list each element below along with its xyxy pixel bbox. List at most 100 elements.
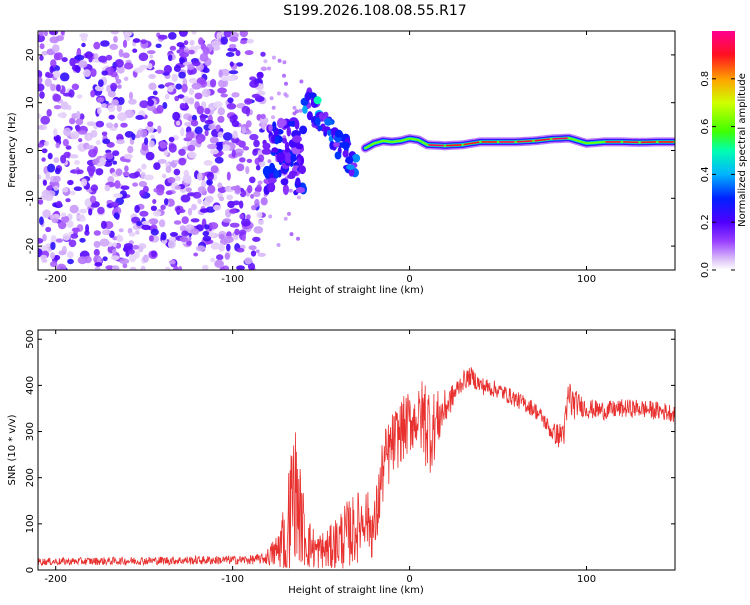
noise-blob (106, 55, 112, 61)
noise-blob (61, 216, 69, 223)
noise-blob (193, 192, 202, 199)
noise-blob (169, 137, 175, 142)
noise-blob (230, 223, 240, 228)
noise-blob (88, 149, 97, 158)
noise-blob (253, 226, 263, 234)
noise-blob (61, 212, 66, 217)
noise-blob (100, 40, 110, 47)
noise-blob (141, 266, 146, 273)
noise-blob (70, 131, 79, 139)
noise-blob (133, 38, 141, 43)
noise-blob (232, 201, 240, 206)
lobe-blob (277, 118, 285, 129)
noise-blob (140, 39, 147, 44)
noise-blob (53, 94, 61, 102)
noise-blob (55, 168, 61, 174)
noise-blob (229, 70, 238, 74)
noise-blob (77, 214, 85, 219)
noise-blob (245, 130, 251, 134)
ridge-peak (553, 138, 567, 139)
noise-blob (65, 198, 70, 202)
noise-blob (211, 40, 220, 48)
noise-blob (55, 143, 60, 149)
noise-blob (207, 185, 215, 194)
noise-blob (173, 265, 178, 272)
noise-blob (221, 36, 228, 44)
noise-blob (230, 61, 234, 66)
noise-blob (251, 250, 256, 256)
noise-blob (215, 157, 224, 164)
noise-blob (112, 249, 117, 255)
noise-blob (241, 219, 251, 227)
noise-blob (153, 162, 160, 170)
noise-blob (200, 114, 206, 123)
noise-blob (139, 53, 149, 62)
noise-blob (117, 84, 121, 89)
noise-blob (270, 96, 274, 100)
noise-blob (97, 97, 104, 103)
noise-blob (119, 258, 129, 264)
y-tick-label: 0 (25, 147, 36, 153)
noise-blob (111, 255, 120, 260)
y-tick-label: 100 (25, 514, 36, 533)
noise-blob (69, 240, 77, 248)
noise-blob (92, 159, 98, 165)
noise-blob (119, 228, 124, 232)
noise-blob (70, 234, 78, 239)
noise-blob (256, 184, 262, 192)
lobe-blob (296, 187, 305, 193)
noise-blob (88, 56, 92, 62)
noise-blob (229, 209, 237, 214)
noise-blob (131, 133, 135, 140)
noise-blob (200, 208, 209, 213)
noise-blob (249, 134, 258, 140)
noise-blob (175, 84, 182, 90)
noise-blob (161, 232, 167, 241)
lobe-blob (346, 165, 355, 170)
noise-blob (191, 204, 197, 211)
noise-blob (111, 202, 120, 208)
noise-blob (142, 221, 151, 226)
y-tick-label: 300 (25, 422, 36, 441)
noise-blob (130, 267, 137, 272)
noise-blob (241, 127, 246, 134)
noise-blob (258, 220, 264, 225)
noise-blob (290, 232, 294, 236)
noise-blob (134, 68, 143, 73)
colorbar-tick-label: 0.2 (700, 214, 711, 230)
noise-blob (150, 135, 154, 139)
noise-blob (97, 107, 102, 115)
noise-blob (46, 172, 51, 180)
noise-blob (247, 185, 252, 193)
noise-blob (156, 189, 164, 196)
noise-blob (35, 83, 44, 91)
lobe-blob (263, 143, 271, 150)
noise-blob (296, 237, 300, 241)
noise-blob (214, 260, 224, 268)
noise-blob (49, 29, 58, 36)
ridge-peak (429, 145, 443, 146)
noise-blob (293, 111, 297, 115)
noise-blob (177, 42, 185, 47)
noise-blob (47, 164, 55, 173)
noise-blob (165, 94, 170, 100)
noise-blob (239, 214, 244, 220)
noise-blob (124, 63, 133, 70)
noise-blob (96, 168, 104, 175)
noise-blob (176, 121, 180, 126)
noise-blob (184, 122, 192, 126)
figure-title: S199.2026.108.08.55.R17 (283, 3, 466, 19)
noise-blob (178, 72, 186, 79)
noise-blob (210, 149, 219, 154)
noise-blob (164, 65, 172, 74)
noise-blob (155, 70, 165, 74)
noise-blob (179, 28, 188, 37)
noise-blob (188, 208, 192, 216)
noise-blob (166, 166, 172, 173)
noise-blob (195, 45, 201, 49)
noise-blob (211, 242, 220, 250)
noise-blob (63, 93, 72, 97)
noise-blob (151, 251, 157, 258)
